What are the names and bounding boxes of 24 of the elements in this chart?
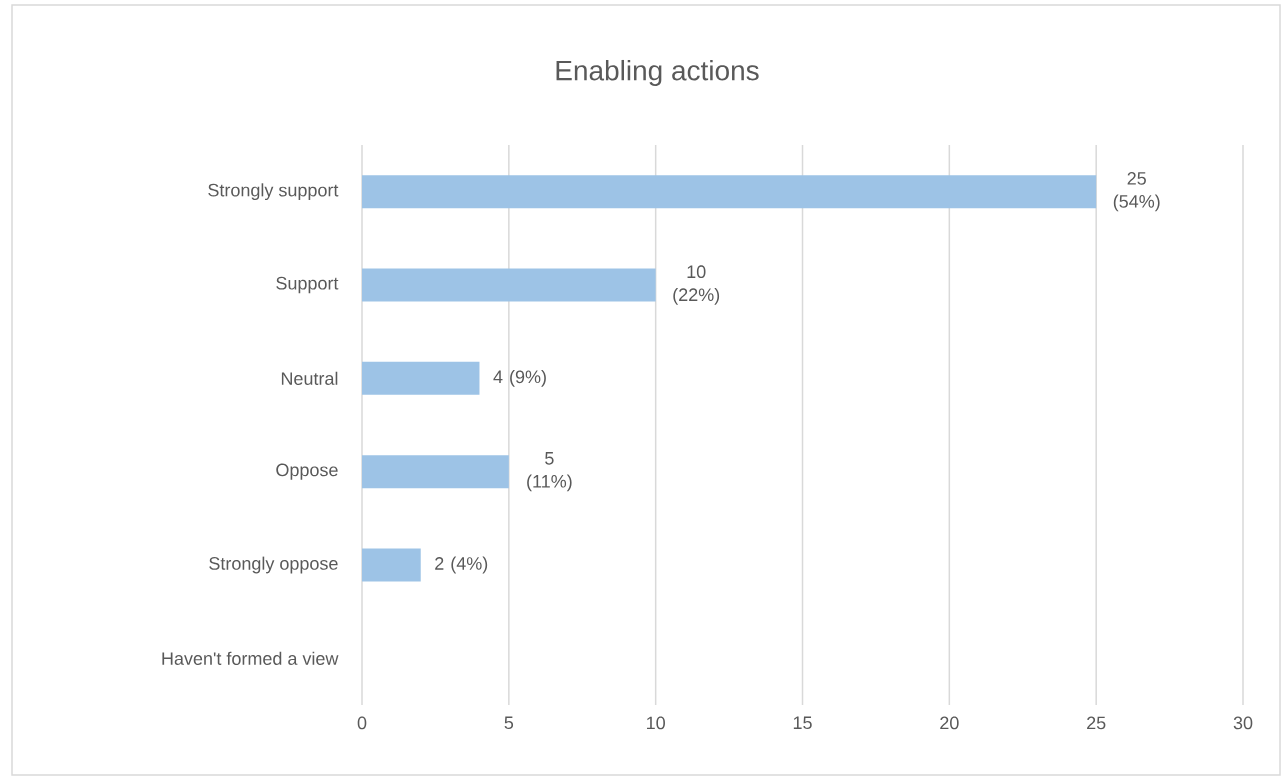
y-tick-label: Support [276, 276, 339, 294]
data-label: 10 (22%) [673, 265, 720, 305]
x-tick-label: 25 [1087, 716, 1106, 730]
x-tick-label: 10 [647, 716, 665, 730]
data-label: 5 (11%) [527, 452, 572, 492]
y-tick-label: Haven't formed a view [162, 651, 339, 665]
data-label: 4 (9%) [493, 369, 546, 387]
x-tick-label: 15 [793, 716, 812, 730]
y-tick-label: Neutral [281, 371, 338, 385]
y-tick-label: Strongly oppose [209, 556, 338, 574]
y-tick-label: Oppose [276, 463, 338, 480]
bar [362, 175, 1097, 209]
x-tick-label: 5 [504, 716, 514, 730]
bar [362, 268, 656, 302]
bar [362, 455, 509, 489]
chart-title: Enabling actions [556, 59, 759, 87]
x-tick-label: 20 [940, 716, 959, 730]
bar [362, 361, 480, 395]
data-label: 2 (4%) [435, 556, 488, 574]
x-tick-label: 0 [357, 716, 367, 730]
data-label: 25 (54%) [1113, 172, 1160, 212]
x-tick-label: 30 [1233, 716, 1253, 730]
y-tick-label: Strongly support [208, 183, 339, 201]
bar [362, 548, 421, 582]
